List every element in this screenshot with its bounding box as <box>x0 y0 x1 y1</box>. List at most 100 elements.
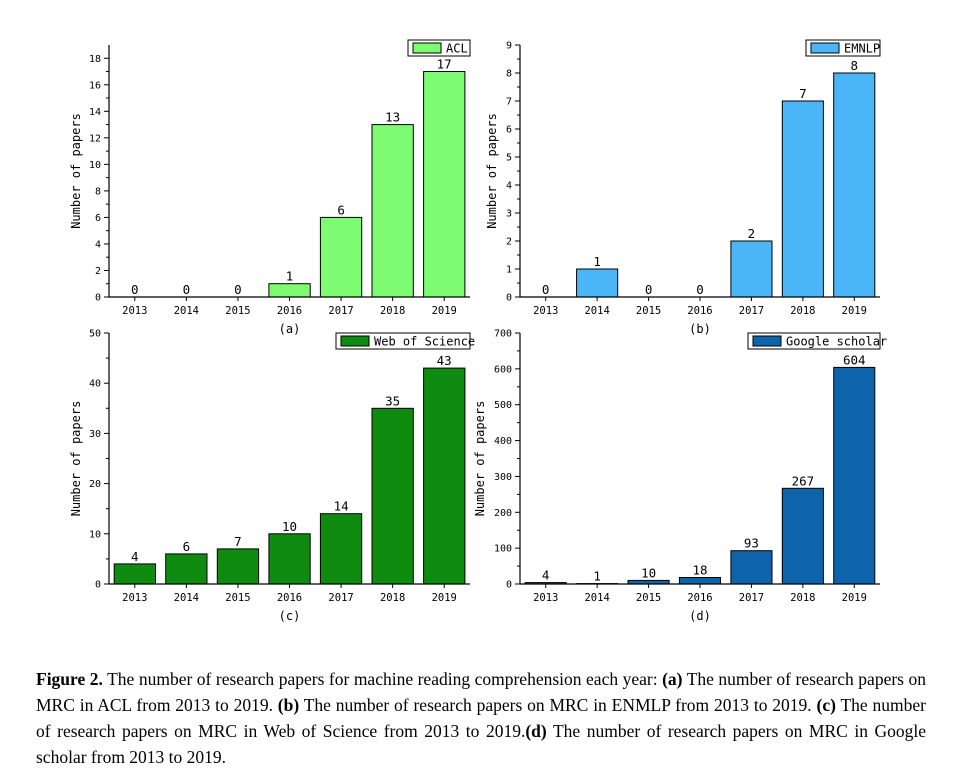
x-tick-label: 2018 <box>790 305 815 317</box>
panel-label: (b) <box>689 322 711 336</box>
bar-value-label: 0 <box>183 282 191 297</box>
y-tick-label: 4 <box>506 181 512 192</box>
bar-value-label: 7 <box>234 534 242 549</box>
bar <box>781 487 824 585</box>
x-tick-label: 2018 <box>790 592 815 604</box>
x-tick-label: 2015 <box>636 305 661 317</box>
bar-value-label: 4 <box>542 568 550 583</box>
y-tick-label: 700 <box>494 329 512 340</box>
caption-text-2: The number of research papers on MRC in … <box>36 669 926 715</box>
x-tick-label: 2019 <box>842 305 867 317</box>
y-tick-label: 9 <box>506 41 512 52</box>
bar-value-label: 6 <box>337 202 345 217</box>
bar-value-label: 14 <box>334 499 349 514</box>
bar-value-label: 10 <box>282 519 297 534</box>
legend-label: EMNLP <box>844 42 880 56</box>
x-tick-label: 2017 <box>328 592 353 604</box>
x-tick-label: 2014 <box>174 305 199 317</box>
bar-value-label: 0 <box>696 282 704 297</box>
bar-value-label: 0 <box>234 282 242 297</box>
y-tick-label: 8 <box>506 69 512 80</box>
x-tick-label: 2016 <box>687 592 712 604</box>
bar-value-label: 604 <box>843 352 866 367</box>
caption-text-3: The number of research papers on MRC in … <box>299 695 817 715</box>
bar <box>833 72 876 298</box>
y-tick-label: 14 <box>89 107 101 118</box>
y-tick-label: 0 <box>506 580 512 591</box>
y-tick-label: 500 <box>494 400 512 411</box>
caption-panel-d-label: (d) <box>525 721 547 741</box>
y-tick-label: 600 <box>494 364 512 375</box>
bar <box>730 550 773 585</box>
y-tick-label: 3 <box>506 209 512 220</box>
y-tick-label: 2 <box>506 237 512 248</box>
bar <box>423 367 466 585</box>
bar-value-label: 10 <box>641 565 656 580</box>
x-tick-label: 2016 <box>277 305 302 317</box>
y-tick-label: 18 <box>89 54 101 65</box>
y-tick-label: 7 <box>506 97 512 108</box>
caption-figure-label: Figure 2. <box>36 669 103 689</box>
bar-value-label: 0 <box>645 282 653 297</box>
caption-panel-a-label: (a) <box>662 669 683 689</box>
bar <box>730 240 773 298</box>
bar <box>165 553 208 585</box>
bar <box>678 577 722 585</box>
legend-label: ACL <box>446 42 468 56</box>
y-tick-label: 300 <box>494 472 512 483</box>
chart-panel-1: 0 1 0 0 2 7 8 0 1 2 3 4 5 6 7 8 9 2013 2014 2015 2016 2017 201… <box>485 39 881 336</box>
x-tick-label: 2018 <box>380 305 405 317</box>
bar-value-label: 6 <box>183 539 191 554</box>
bar-value-label: 2 <box>748 226 756 241</box>
bar-value-label: 7 <box>799 86 807 101</box>
x-tick-label: 2014 <box>174 592 199 604</box>
x-tick-label: 2013 <box>122 592 147 604</box>
bar <box>113 563 156 585</box>
chart-panel-3: 4 1 10 18 93 267 604 0 100 200 300 400 500 600 700 2013… <box>473 329 887 624</box>
y-tick-label: 12 <box>89 133 101 144</box>
legend-swatch <box>752 335 782 347</box>
y-tick-label: 0 <box>95 293 101 304</box>
x-tick-label: 2017 <box>739 305 764 317</box>
y-tick-label: 6 <box>95 213 101 224</box>
x-tick-label: 2019 <box>432 592 457 604</box>
bar-value-label: 1 <box>286 269 294 284</box>
panel-label: (d) <box>689 609 711 623</box>
y-tick-label: 200 <box>494 508 512 519</box>
y-tick-label: 10 <box>89 529 101 540</box>
bar <box>268 533 311 585</box>
x-tick-label: 2013 <box>533 592 558 604</box>
bar <box>319 513 363 585</box>
caption-panel-b-label: (b) <box>277 695 300 715</box>
x-tick-label: 2016 <box>687 305 712 317</box>
x-tick-label: 2016 <box>277 592 302 604</box>
legend-label: Web of Science <box>374 335 475 349</box>
legend-label: Google scholar <box>786 335 887 349</box>
y-tick-label: 50 <box>89 329 101 340</box>
y-tick-label: 10 <box>89 160 101 171</box>
x-tick-label: 2015 <box>225 305 250 317</box>
bar <box>781 100 824 298</box>
y-tick-label: 40 <box>89 379 101 390</box>
panel-label: (a) <box>279 322 301 336</box>
legend-swatch <box>810 42 840 54</box>
y-axis-title: Number of papers <box>69 113 83 229</box>
y-axis-title: Number of papers <box>485 113 499 229</box>
caption-text-1: The number of research papers for machin… <box>102 669 663 689</box>
legend-swatch <box>340 335 370 347</box>
y-tick-label: 6 <box>506 125 512 136</box>
bar-value-label: 35 <box>385 393 400 408</box>
panel-label: (c) <box>279 609 301 623</box>
bar <box>371 407 414 585</box>
y-tick-label: 16 <box>89 80 101 91</box>
bar-value-label: 1 <box>593 569 601 584</box>
bar-value-label: 93 <box>744 536 759 551</box>
caption-panel-c-label: (c) <box>816 695 836 715</box>
y-tick-label: 100 <box>494 544 512 555</box>
bar-value-label: 1 <box>593 254 601 269</box>
bar-value-label: 43 <box>437 353 452 368</box>
x-tick-label: 2019 <box>432 305 457 317</box>
y-tick-label: 0 <box>95 580 101 591</box>
y-axis-title: Number of papers <box>69 401 83 517</box>
